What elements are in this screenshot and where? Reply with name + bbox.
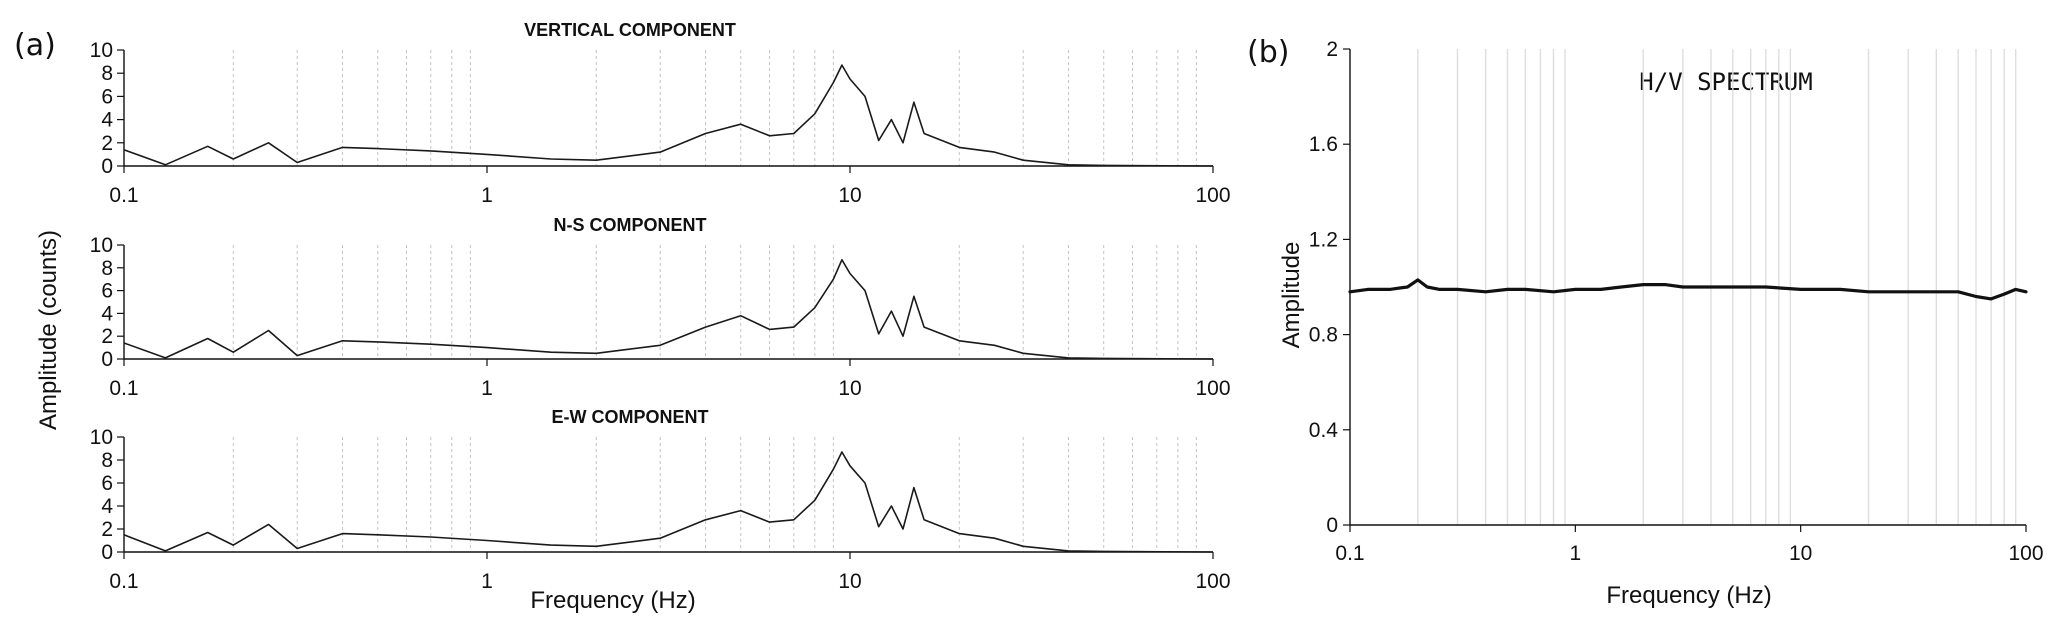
spectrum-line [123,64,1214,167]
y-tick-label: 8 [101,257,113,280]
subplot-title: VERTICAL COMPONENT [524,20,736,40]
x-tick-label: 1 [481,184,493,207]
subplot-title: E-W COMPONENT [552,407,709,427]
y-tick-label: 10 [90,234,113,257]
x-tick-label: 100 [2008,542,2043,565]
y-tick-label: 4 [101,302,113,325]
spectrum-line [123,451,1214,553]
y-tick-label: 2 [101,518,113,541]
y-tick-label: 6 [101,85,113,108]
y-tick-label: 0 [101,541,113,564]
panel-b-y-axis-title: Amplitude [1278,242,1305,349]
x-tick-label: 0.1 [1335,542,1364,565]
panel-b-label: (b) [1247,35,1289,70]
y-tick-label: 1.6 [1309,133,1338,156]
hv-ratio-line [1348,278,2028,301]
panel-a-y-axis-title: Amplitude (counts) [35,230,62,430]
panel-b-x-axis-title: Frequency (Hz) [1606,582,1771,609]
x-tick-label: 1 [1569,542,1581,565]
y-tick-label: 6 [101,280,113,303]
hv-spectrum-title: H/V SPECTRUM [1639,68,1812,96]
panel-a-label: (a) [14,28,56,63]
y-tick-label: 2 [101,325,113,348]
y-tick-label: 10 [90,39,113,62]
y-tick-label: 6 [101,472,113,495]
panel-a-x-axis-title: Frequency (Hz) [530,587,695,614]
y-tick-label: 8 [101,449,113,472]
y-tick-label: 1.2 [1309,228,1338,251]
x-tick-label: 10 [838,570,861,593]
x-tick-label: 10 [838,377,861,400]
component-spectra-chart: Amplitude (counts) Frequency (Hz) VERTIC… [35,20,1231,614]
y-tick-label: 0 [101,348,113,371]
y-tick-label: 10 [90,426,113,449]
x-tick-label: 0.1 [109,377,138,400]
y-tick-label: 2 [1326,38,1338,61]
x-tick-label: 100 [1195,570,1230,593]
y-tick-label: 0 [101,155,113,178]
y-tick-label: 4 [101,495,113,518]
spectrum-line [123,258,1214,360]
y-tick-label: 8 [101,62,113,85]
y-tick-label: 0 [1326,514,1338,537]
x-tick-label: 100 [1195,377,1230,400]
x-tick-label: 10 [838,184,861,207]
y-tick-label: 0.4 [1309,419,1339,442]
x-tick-label: 0.1 [109,570,138,593]
x-tick-label: 10 [1789,542,1812,565]
y-tick-label: 0.8 [1309,324,1338,347]
x-tick-label: 0.1 [109,184,138,207]
x-tick-label: 1 [481,570,493,593]
y-tick-label: 2 [101,132,113,155]
x-tick-label: 100 [1195,184,1230,207]
y-tick-label: 4 [101,109,113,132]
x-tick-label: 1 [481,377,493,400]
subplot-title: N-S COMPONENT [554,215,707,235]
hv-spectrum-chart: H/V SPECTRUM Amplitude Frequency (Hz) 0 0… [1278,38,2044,609]
